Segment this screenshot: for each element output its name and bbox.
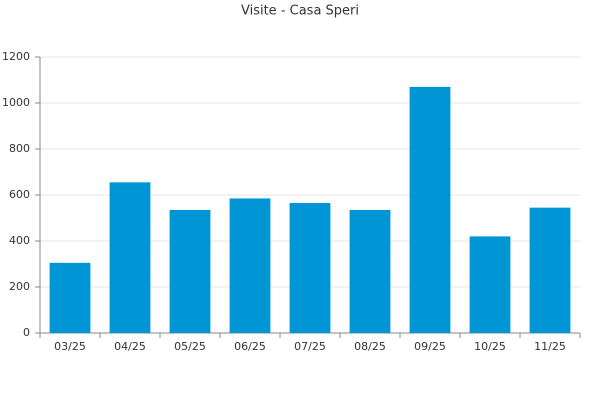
bar bbox=[49, 262, 91, 333]
y-tick-label: 200 bbox=[9, 280, 30, 293]
x-tick-label: 03/25 bbox=[54, 340, 86, 353]
x-tick-label: 11/25 bbox=[534, 340, 566, 353]
bar bbox=[469, 236, 511, 333]
y-tick-label: 600 bbox=[9, 188, 30, 201]
x-tick-label: 09/25 bbox=[414, 340, 446, 353]
x-tick-label: 04/25 bbox=[114, 340, 146, 353]
bar bbox=[169, 209, 211, 333]
bar bbox=[229, 198, 271, 333]
x-tick-label: 06/25 bbox=[234, 340, 266, 353]
y-tick-label: 400 bbox=[9, 234, 30, 247]
bar bbox=[289, 203, 331, 333]
bar bbox=[349, 209, 391, 333]
x-tick-label: 08/25 bbox=[354, 340, 386, 353]
bar bbox=[109, 182, 151, 333]
y-tick-label: 1200 bbox=[2, 50, 30, 63]
x-tick-label: 10/25 bbox=[474, 340, 506, 353]
bar bbox=[409, 86, 451, 334]
y-tick-label: 800 bbox=[9, 142, 30, 155]
bar bbox=[529, 207, 571, 333]
x-tick-label: 07/25 bbox=[294, 340, 326, 353]
x-tick-label: 05/25 bbox=[174, 340, 206, 353]
y-tick-label: 0 bbox=[23, 326, 30, 339]
y-tick-label: 1000 bbox=[2, 96, 30, 109]
chart-title: Visite - Casa Speri bbox=[241, 4, 359, 19]
